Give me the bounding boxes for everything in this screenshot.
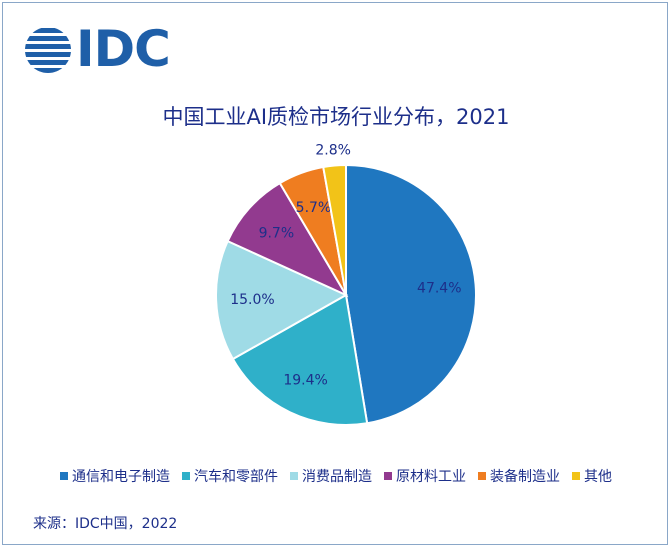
pie-slice — [345, 163, 477, 425]
pie-data-label: 47.4% — [417, 280, 461, 296]
legend-label: 汽车和零部件 — [194, 469, 278, 485]
pie-data-label: 15.0% — [230, 292, 274, 308]
chart-title: 中国工业AI质检市场行业分布，2021 — [162, 105, 510, 129]
legend-label: 其他 — [584, 469, 612, 485]
legend-label: 装备制造业 — [490, 469, 560, 485]
legend-item: 原材料工业 — [384, 466, 466, 486]
pie-slice — [322, 163, 347, 296]
legend-label: 消费品制造 — [302, 469, 372, 485]
legend-label: 通信和电子制造 — [72, 469, 170, 485]
legend-swatch — [384, 472, 392, 480]
idc-logo-text: IDC — [76, 20, 171, 78]
legend-item: 其他 — [572, 466, 612, 486]
legend-label: 原材料工业 — [396, 469, 466, 485]
legend-item: 汽车和零部件 — [182, 466, 278, 486]
legend-item: 通信和电子制造 — [60, 466, 170, 486]
pie-chart: 47.4% 19.4% 15.0% 9.7%5.7% 2.8% — [215, 143, 477, 426]
legend-swatch — [572, 472, 580, 480]
legend-item: 消费品制造 — [290, 466, 372, 486]
legend-item: 装备制造业 — [478, 466, 560, 486]
idc-logo-globe-icon — [25, 28, 71, 73]
legend-swatch — [60, 472, 68, 480]
legend-swatch — [290, 472, 298, 480]
source-note: 来源：IDC中国，2022 — [33, 516, 178, 532]
legend-swatch — [478, 472, 486, 480]
legend-swatch — [182, 472, 190, 480]
pie-data-label: 9.7% — [259, 225, 295, 241]
pie-slice — [215, 239, 349, 361]
pie-data-label: 2.8% — [315, 143, 351, 159]
pie-slice — [231, 293, 369, 426]
pie-slice — [226, 181, 349, 298]
chart-legend: 通信和电子制造 汽车和零部件 消费品制造 原材料工业 装备制造业 其他 — [0, 466, 672, 486]
pie-data-label: 5.7% — [296, 200, 332, 216]
pie-data-label: 19.4% — [283, 372, 327, 388]
